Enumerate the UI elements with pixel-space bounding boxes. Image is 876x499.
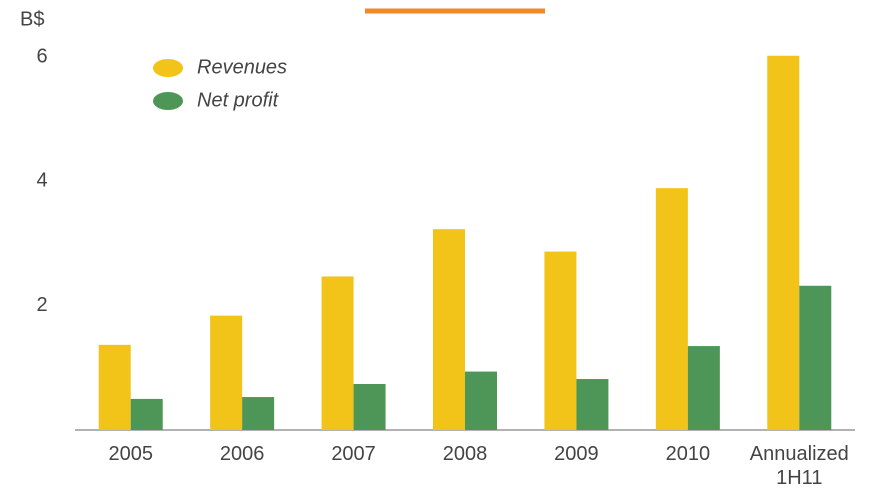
- y-tick-label: 6: [36, 45, 47, 67]
- bar: [465, 371, 497, 430]
- x-tick-label: 2006: [219, 443, 265, 465]
- x-tick-label: 2010: [665, 443, 711, 465]
- legend-swatch: [153, 92, 183, 110]
- bar: [544, 251, 577, 430]
- x-tick-label: 2008: [442, 443, 488, 465]
- legend-swatch: [153, 59, 183, 77]
- bar: [210, 315, 243, 430]
- bar: [242, 397, 275, 430]
- bar: [687, 346, 720, 430]
- bar: [655, 188, 688, 430]
- legend-label: Net profit: [197, 89, 280, 111]
- bar: [130, 398, 163, 430]
- x-tick-label: 2007: [331, 443, 376, 465]
- x-tick-label: 2009: [554, 443, 599, 465]
- x-tick-label: 2005: [108, 443, 153, 465]
- bar: [353, 383, 386, 430]
- x-tick-label: Annualized 1H11: [749, 443, 849, 489]
- bar: [98, 344, 131, 430]
- y-axis-label: B$: [20, 8, 44, 30]
- y-tick-label: 4: [36, 170, 47, 192]
- bar: [433, 229, 465, 430]
- y-tick-label: 2: [36, 294, 47, 316]
- bar: [799, 285, 832, 430]
- bar: [767, 55, 800, 431]
- bar: [576, 379, 609, 430]
- legend-label: Revenues: [197, 56, 287, 78]
- bar: [321, 276, 354, 430]
